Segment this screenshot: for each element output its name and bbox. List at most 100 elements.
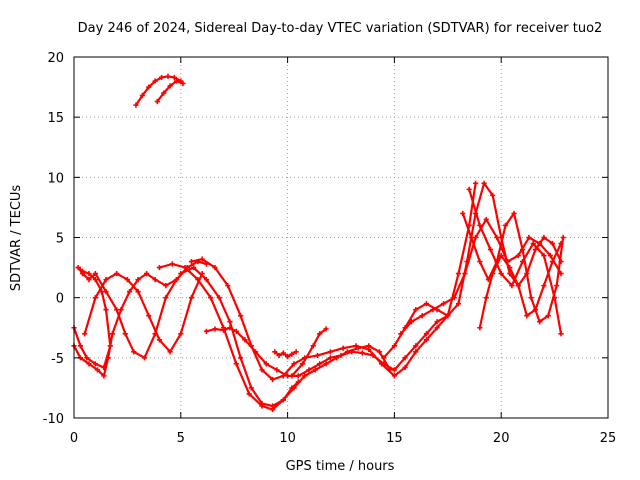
data-point [158,74,165,81]
data-point [560,234,566,241]
y-tick-label: -10 [43,412,64,427]
data-point [391,373,397,379]
x-axis-label: GPS time / hours [286,459,395,474]
series-track [468,188,563,335]
data-point [526,234,532,241]
data-point [270,403,276,409]
data-point [152,277,158,283]
data-point [558,240,564,247]
data-point [477,258,483,265]
data-point [84,355,90,361]
data-point [238,355,244,361]
data-point [402,355,408,361]
x-tick-label: 20 [493,431,510,446]
data-point [413,307,419,313]
data-point [94,367,101,373]
data-point [212,326,218,332]
data-point [312,367,318,373]
data-point [82,331,88,337]
plot-area [71,73,566,413]
data-point [280,397,286,403]
data-point [423,331,430,337]
data-point [263,361,269,367]
data-point [306,367,312,373]
data-point [203,328,210,334]
data-point [77,343,84,349]
data-point [327,349,333,355]
data-point [242,337,248,343]
data-point [146,313,152,319]
series-track [190,182,477,381]
data-point [274,367,280,373]
x-tick-label: 25 [600,431,617,446]
chart-title: Day 246 of 2024, Sidereal Day-to-day VTE… [78,21,603,36]
data-point [381,355,387,361]
series-arc-12 [289,326,329,379]
data-point [173,277,180,283]
data-point [310,343,316,349]
data-point [340,345,346,351]
data-point [519,258,526,265]
data-point [487,246,494,253]
data-point [511,210,517,217]
data-point [163,283,169,289]
data-point [317,361,323,367]
data-point [537,319,543,325]
data-point [466,186,472,192]
data-point [233,328,239,334]
data-point [156,337,163,343]
data-point [295,373,301,379]
data-point [227,319,233,325]
data-point [75,264,81,271]
data-point [79,271,86,277]
data-point [434,319,440,325]
data-point [462,271,468,277]
data-point [103,289,109,295]
data-point [86,277,92,283]
data-point [139,92,145,99]
data-point [419,313,425,319]
data-point [167,83,173,89]
data-point [227,325,233,331]
series-arc-17 [466,186,564,337]
data-point [515,252,521,259]
data-point [135,277,141,283]
data-point [423,301,430,307]
y-tick-label: -5 [51,352,64,367]
data-point [498,252,504,259]
data-point [291,361,297,367]
data-point [483,295,489,301]
data-point [391,367,397,373]
data-point [472,180,479,186]
data-point [248,385,254,391]
data-point [353,343,359,349]
data-point [302,373,308,379]
data-point [299,361,306,367]
series-arc-16 [477,240,564,331]
data-point [532,307,538,313]
data-point [381,361,387,367]
x-tick-label: 15 [386,431,403,446]
data-point [541,283,547,289]
data-point [165,73,171,79]
series-arc-1 [71,264,113,371]
data-point [220,327,227,333]
data-point [317,331,323,337]
data-point [398,331,404,337]
data-point [270,376,276,383]
data-point [280,350,286,356]
data-point [549,258,556,265]
data-point [212,264,218,271]
data-point [144,271,150,277]
data-point [105,355,111,361]
data-point [490,271,496,277]
data-point [558,331,564,337]
data-point [103,307,109,313]
data-point [167,349,173,355]
data-point [289,373,295,379]
data-point [490,192,496,198]
data-point [554,283,560,289]
data-point [124,277,130,283]
data-point [455,301,462,307]
